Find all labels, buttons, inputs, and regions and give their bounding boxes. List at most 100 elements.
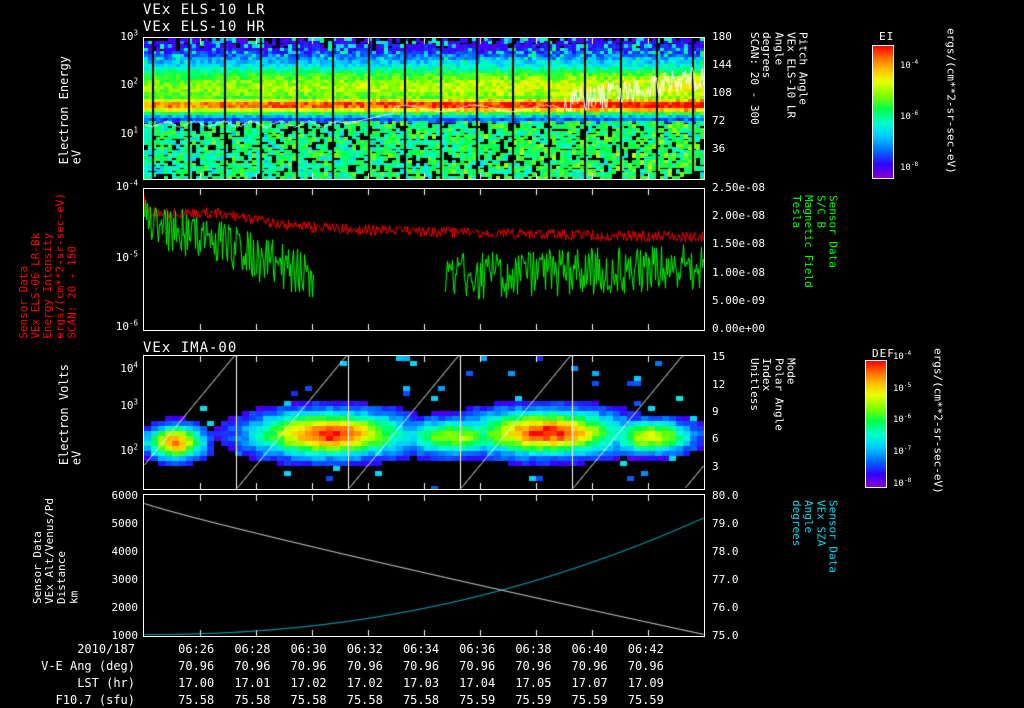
bottom-f107-7: 75.59 <box>571 693 608 707</box>
bottom-lst-7: 17.07 <box>571 676 608 690</box>
bottom-ve-ang-4: 70.96 <box>402 659 440 673</box>
bottom-ve-ang-2: 70.96 <box>290 659 327 673</box>
bottom-lst-1: 17.01 <box>234 676 271 690</box>
colorbar1-units: ergs/(cm**2-sr-sec-eV) <box>944 28 958 174</box>
bottom-f107-5: 75.59 <box>459 693 496 707</box>
panel3-title: VEx IMA-00 <box>143 340 238 356</box>
panel2-right-axis-label: Sensor Data S/C B Magnetic Field Tesla <box>790 195 840 288</box>
colorbar3-tick-1: 10-4 <box>893 350 912 362</box>
panel3-right-axis-l2: Polar Angle <box>772 358 786 431</box>
colorbar1-title: EI <box>879 30 895 43</box>
panel4-rtick-77: 77.0 <box>712 573 739 586</box>
bottom-time-0: 06:26 <box>178 642 215 656</box>
panel4-ytick-4000: 4000 <box>111 545 139 558</box>
panel1-rtick-180: 180 <box>712 30 732 43</box>
panel1-right-axis-label: Pitch Angle VEx ELS-10 LR Angle degrees … <box>748 32 809 125</box>
panel3-right-axis-label: Mode Polar Angle Index Unitless <box>748 358 798 431</box>
colorbar3-title: DEF <box>872 347 895 360</box>
bottom-ve-ang-7: 70.96 <box>571 659 608 673</box>
panel2-rtick-0: 2.50e-08 <box>712 181 765 194</box>
panel1-rtick-72: 72 <box>712 114 726 127</box>
bottom-lst-2: 17.02 <box>290 676 327 690</box>
panel2-ytick-m4: 10-4 <box>115 178 138 193</box>
panel1-title-line2: VEx ELS-10 HR <box>143 19 266 35</box>
panel3-ytick-4: 104 <box>120 360 138 375</box>
panel3-ytick-3: 103 <box>120 397 138 412</box>
colorbar1-tick-1: 10-4 <box>900 59 919 71</box>
panel3-plot-area[interactable] <box>143 355 705 490</box>
panel2-right-axis-l2: S/C B <box>814 195 828 229</box>
panel4-ytick-1000: 1000 <box>111 629 139 642</box>
bottom-time-3: 06:32 <box>346 642 383 656</box>
bottom-lst-0: 17.00 <box>178 676 215 690</box>
panel4-right-axis-l4: degrees <box>790 500 804 547</box>
panel3-ytick-2: 102 <box>120 442 138 457</box>
panel1-ytick-2: 102 <box>120 76 138 91</box>
panel1-left-axis-label-l1: Electron Energy <box>57 56 71 165</box>
panel4-ytick-2000: 2000 <box>111 601 139 614</box>
panel4-ytick-6000: 6000 <box>111 489 139 502</box>
colorbar3-tick-5: 10-8 <box>893 477 912 489</box>
bottom-ve-ang-1: 70.96 <box>234 659 271 673</box>
bottom-f107-0: 75.58 <box>178 693 215 707</box>
panel3-right-axis-l1: Mode <box>784 358 798 385</box>
bottom-f107-3: 75.58 <box>346 693 383 707</box>
panel4-plot-area[interactable] <box>143 494 705 637</box>
panel4-left-axis-l1: Sensor Data <box>31 531 44 604</box>
bottom-row-label-1: LST (hr) <box>77 676 135 690</box>
panel1-ytick-1: 101 <box>120 125 138 140</box>
panel4-left-axis-l3: Distance <box>55 550 69 604</box>
panel3-left-axis-label: Electron Volts eV <box>57 364 84 466</box>
panel4-ytick-3000: 3000 <box>111 573 139 586</box>
panel1-plot-area[interactable] <box>143 37 705 180</box>
panel1-right-axis-l2: VEx ELS-10 LR <box>784 32 798 119</box>
panel1-right-axis-l3: Angle <box>772 32 786 66</box>
panel4-right-axis-l2: VEx SZA <box>814 500 828 547</box>
panel3-right-axis-l3: Index <box>760 358 774 392</box>
panel2-rtick-1: 2.00e-08 <box>712 209 765 222</box>
panel4-ytick-5000: 5000 <box>111 517 139 530</box>
panel1-right-axis-l5: SCAN: 20 - 300 <box>748 32 762 125</box>
bottom-f107-2: 75.58 <box>290 693 327 707</box>
panel2-right-axis-l1: Sensor Data <box>826 195 840 268</box>
panel1-rtick-144: 144 <box>712 58 732 71</box>
panel3-left-axis-l2: eV <box>69 450 84 466</box>
bottom-ve-ang-8: 70.96 <box>627 659 664 673</box>
bottom-lst-8: 17.09 <box>627 676 664 690</box>
panel4-rtick-79: 79.0 <box>712 517 739 530</box>
panel2-plot-area[interactable] <box>143 188 705 331</box>
colorbar3-tick-4: 10-7 <box>893 445 912 457</box>
panel4-left-axis-l4: km <box>67 590 81 604</box>
bottom-row-label-2: F10.7 (sfu) <box>55 693 135 707</box>
panel2-left-axis-l4: ergs/(cm**2-sr-sec-eV) <box>53 193 67 339</box>
colorbar3-units: ergs/(cm**2-sr-sec-eV) <box>931 348 945 494</box>
bottom-date-label: 2010/187 <box>77 642 135 656</box>
colorbar1-tick-2: 10-6 <box>900 110 919 122</box>
panel4-left-axis-label: Sensor Data VEx Alt/Venus/Pd Distance km <box>31 498 81 604</box>
colorbar3-gradient <box>865 360 887 488</box>
panel1-rtick-36: 36 <box>712 142 726 155</box>
panel2-rtick-3: 1.00e-08 <box>712 266 765 279</box>
panel4-rtick-76: 76.0 <box>712 601 739 614</box>
panel2-rtick-4: 5.00e-09 <box>712 294 765 307</box>
panel3-rtick-9: 9 <box>712 405 719 418</box>
bottom-time-4: 06:34 <box>402 642 440 656</box>
panel4-rtick-80: 80.0 <box>712 489 739 502</box>
colorbar3-tick-2: 10-5 <box>893 382 912 394</box>
colorbar3-tick-3: 10-6 <box>893 413 912 425</box>
panel1-left-axis-label-l2: eV <box>69 149 84 165</box>
bottom-lst-4: 17.03 <box>402 676 440 690</box>
panel4-left-axis-l2: VEx Alt/Venus/Pd <box>43 498 57 604</box>
bottom-f107-6: 75.59 <box>515 693 552 707</box>
panel3-rtick-12: 12 <box>712 378 726 391</box>
panel2-ytick-m5: 10-5 <box>115 249 138 264</box>
bottom-time-6: 06:38 <box>515 642 552 656</box>
panel3-rtick-6: 6 <box>712 432 719 445</box>
panel1-left-axis-label: Electron Energy eV <box>57 56 84 165</box>
panel4-right-axis-l3: Angle <box>802 500 816 534</box>
panel2-rtick-2: 1.50e-08 <box>712 237 765 250</box>
panel2-rtick-5: 0.00e+00 <box>712 322 765 335</box>
bottom-time-7: 06:40 <box>571 642 608 656</box>
bottom-ve-ang-0: 70.96 <box>178 659 215 673</box>
